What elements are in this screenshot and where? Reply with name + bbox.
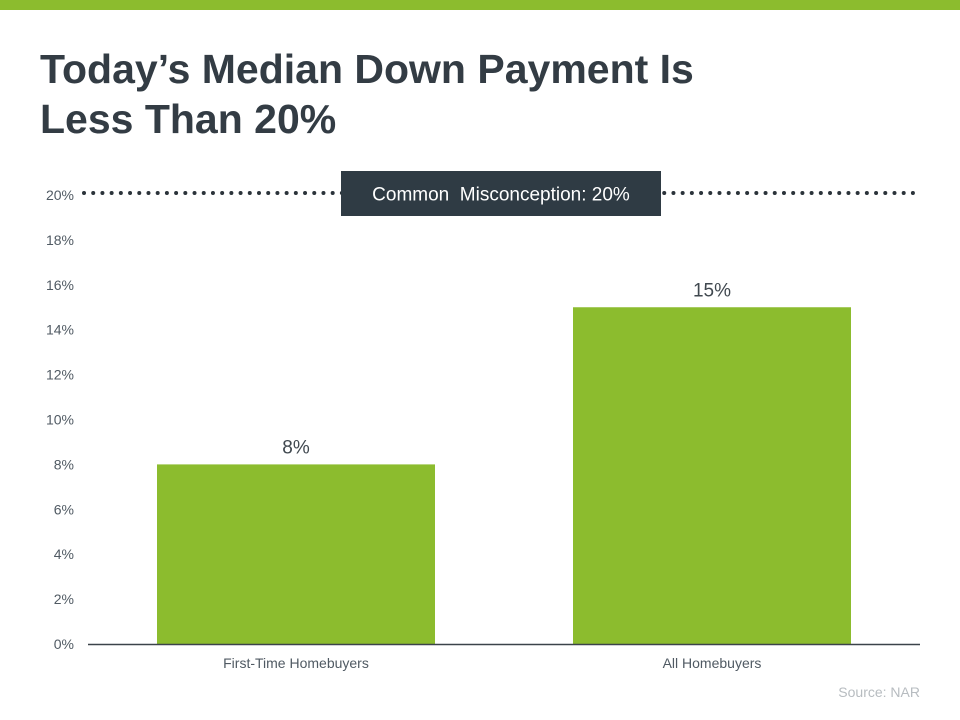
x-category-label: All Homebuyers [663,655,762,671]
page-title: Today’s Median Down Payment Is Less Than… [40,44,694,144]
bar-value-label: 15% [693,280,731,301]
misconception-callout-box [341,171,661,216]
bar [573,307,851,644]
y-tick-label: 16% [46,277,74,293]
y-tick-label: 6% [54,501,74,517]
y-tick-label: 18% [46,232,74,248]
bar-value-label: 8% [282,437,310,458]
source-note: Source: NAR [838,684,920,700]
y-tick-label: 2% [54,591,74,607]
top-accent-bar [0,0,960,10]
y-tick-label: 4% [54,546,74,562]
title-line-1: Today’s Median Down Payment Is [40,46,694,92]
misconception-callout-label: Common Misconception: 20% [372,185,630,206]
x-category-label: First-Time Homebuyers [223,655,369,671]
bar [157,464,435,644]
title-line-2: Less Than 20% [40,96,337,142]
y-tick-label: 10% [46,412,74,428]
y-tick-label: 14% [46,322,74,338]
y-tick-label: 0% [54,636,74,652]
y-tick-label: 20% [46,187,74,203]
y-tick-label: 8% [54,456,74,472]
y-tick-label: 12% [46,367,74,383]
